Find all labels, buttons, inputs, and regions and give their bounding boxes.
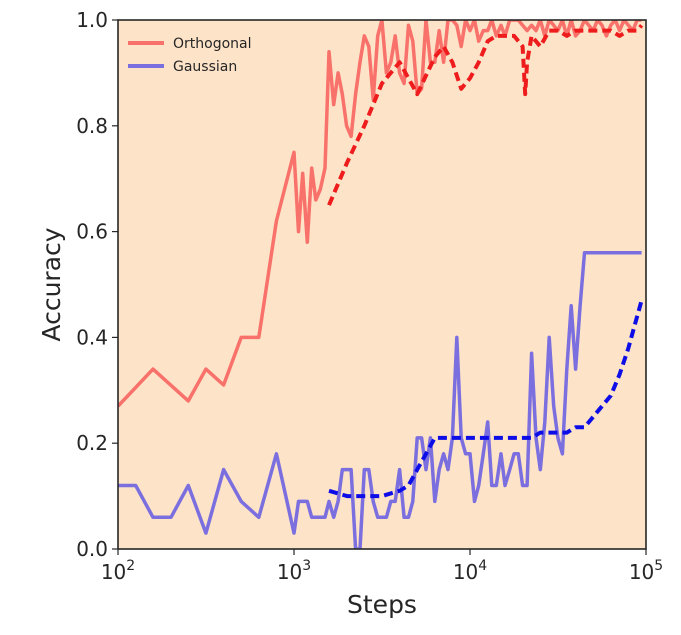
plot-frame <box>117 19 647 550</box>
y-tick-label: 0.2 <box>76 431 108 455</box>
y-tick-label: 0.8 <box>76 114 108 138</box>
x-axis-title: Steps <box>347 590 417 619</box>
x-tick-label: 104 <box>453 558 487 584</box>
series-line-orthogonal-smoothed <box>327 24 644 206</box>
x-tick-label: 103 <box>277 558 311 584</box>
y-tick-label: 1.0 <box>76 8 108 32</box>
y-tick-label: 0.6 <box>76 220 108 244</box>
series-line-gaussian-smoothed <box>328 299 644 499</box>
series-layer <box>118 20 644 549</box>
y-tick-label: 0.4 <box>76 325 108 349</box>
legend-label-orthogonal: Orthogonal <box>173 36 252 52</box>
series-line-orthogonal <box>118 20 642 408</box>
legend: Orthogonal Gaussian <box>128 36 252 75</box>
y-axis-title: Accuracy <box>37 227 66 341</box>
series-line-gaussian <box>118 251 642 549</box>
y-tick-label: 0.0 <box>76 537 108 561</box>
x-tick-label: 105 <box>629 558 663 584</box>
legend-label-gaussian: Gaussian <box>173 59 237 75</box>
plot-background <box>118 20 646 549</box>
x-tick-label: 102 <box>101 558 135 584</box>
ticks-layer: 0.0 0.2 0.4 0.6 0.8 1.0 102 103 104 105 <box>76 8 663 584</box>
